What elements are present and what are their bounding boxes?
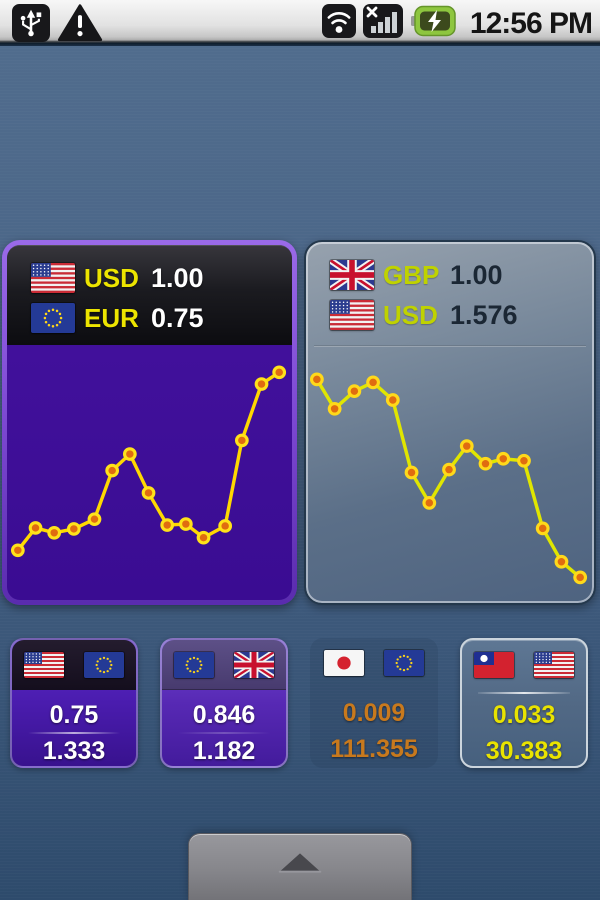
eur-flag-icon <box>174 652 214 678</box>
signal-no-service-icon <box>362 4 403 43</box>
rate-top: 0.033 <box>492 701 556 729</box>
rate-bottom: 1.333 <box>42 737 106 765</box>
status-bar-left <box>12 4 103 47</box>
mini-widget-jpy-eur[interactable]: 0.009 111.355 <box>310 638 438 768</box>
wifi-icon <box>321 4 356 43</box>
currency-value: 1.576 <box>450 299 518 330</box>
chevron-up-icon <box>271 851 329 880</box>
usd-eur-widget-header: USD 1.00 EUR 0.75 <box>7 245 292 345</box>
usd-eur-widget[interactable]: USD 1.00 EUR 0.75 <box>2 240 297 605</box>
rate-bottom: 111.355 <box>330 735 418 763</box>
usd-eur-widget-body: USD 1.00 EUR 0.75 <box>7 245 292 600</box>
currency-code: EUR <box>84 302 139 333</box>
mini-widget-usd-eur[interactable]: 0.75 1.333 <box>10 638 138 768</box>
mini-header <box>12 640 136 690</box>
currency-value: 0.75 <box>151 302 204 333</box>
status-bar-right: 12:56 PM <box>321 4 593 43</box>
mini-header <box>162 640 286 690</box>
usd-flag-icon <box>330 300 374 330</box>
rate-top: 0.009 <box>342 699 406 727</box>
rate-bottom: 1.182 <box>192 737 256 765</box>
header-divider <box>314 345 586 347</box>
rate-row-usd: USD 1.00 <box>31 262 204 294</box>
currency-code: USD <box>84 262 139 293</box>
mini-widget-eur-gbp[interactable]: 0.846 1.182 <box>160 638 288 768</box>
gbp-usd-widget[interactable]: GBP 1.00 USD 1.576 <box>304 240 596 605</box>
rate-row-usd: USD 1.576 <box>330 299 518 331</box>
eur-flag-icon <box>384 650 424 676</box>
mini-header <box>310 638 438 688</box>
rate-bottom: 30.383 <box>485 737 563 765</box>
usd-eur-chart <box>9 349 290 596</box>
status-time: 12:56 PM <box>469 6 593 40</box>
eur-flag-icon <box>84 652 124 678</box>
mini-widget-twd-usd[interactable]: 0.033 30.383 <box>460 638 588 768</box>
usd-flag-icon <box>31 263 75 293</box>
drawer-handle[interactable] <box>188 833 412 900</box>
eur-flag-icon <box>31 303 75 333</box>
rate-row-gbp: GBP 1.00 <box>330 259 503 291</box>
currency-value: 1.00 <box>151 262 204 293</box>
gbp-flag-icon <box>234 652 274 678</box>
twd-flag-icon <box>474 652 514 678</box>
gbp-flag-icon <box>330 260 374 290</box>
gbp-usd-chart <box>308 350 592 597</box>
usd-flag-icon <box>534 652 574 678</box>
currency-value: 1.00 <box>450 259 503 290</box>
mini-widget-row: 0.75 1.333 0.846 1.182 0.009 111.355 <box>10 638 588 768</box>
jpy-flag-icon <box>324 650 364 676</box>
status-bar[interactable]: 12:56 PM <box>0 0 600 46</box>
usd-flag-icon <box>24 652 64 678</box>
usb-icon <box>12 4 50 47</box>
currency-code: GBP <box>383 259 440 290</box>
divider <box>178 732 270 734</box>
mini-header <box>462 640 586 690</box>
rate-top: 0.846 <box>192 701 256 729</box>
currency-code: USD <box>383 299 438 330</box>
rate-top: 0.75 <box>49 701 99 729</box>
rate-row-eur: EUR 0.75 <box>31 302 204 334</box>
divider <box>28 732 120 734</box>
battery-charging-icon <box>410 5 457 42</box>
warning-icon <box>57 4 103 47</box>
divider <box>478 692 570 694</box>
